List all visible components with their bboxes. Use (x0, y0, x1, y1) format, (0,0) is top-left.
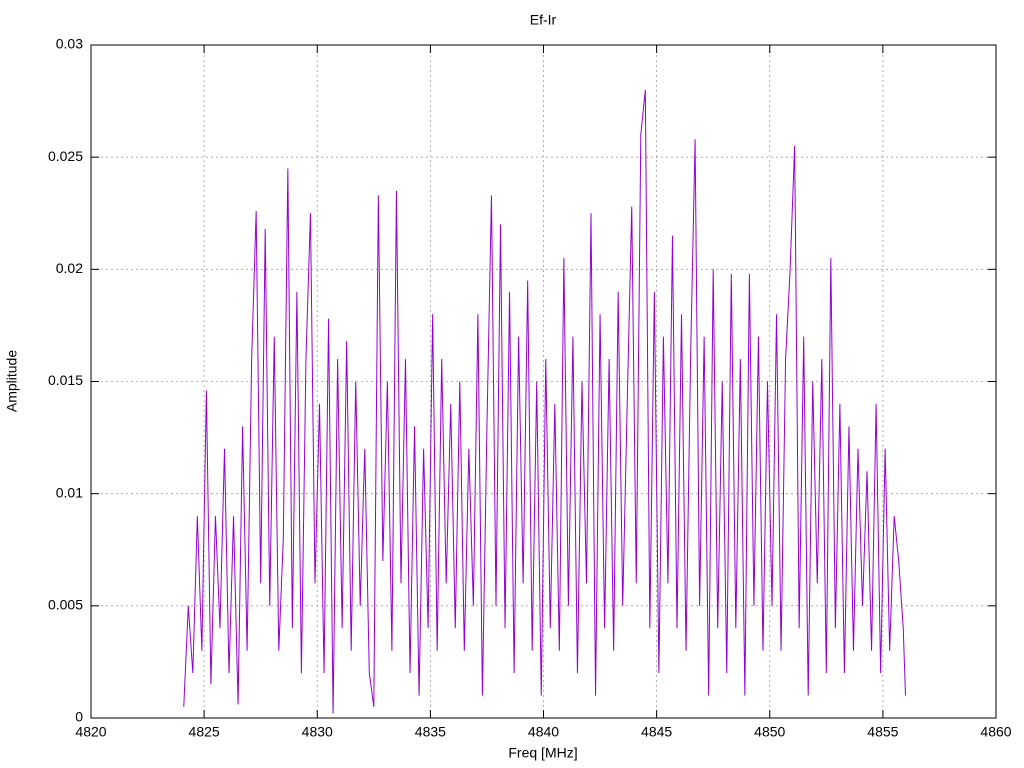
y-axis-label: Amplitude (4, 350, 20, 412)
y-tick-label: 0.02 (56, 260, 83, 276)
x-tick-label: 4835 (415, 724, 446, 740)
x-tick-label: 4830 (302, 724, 333, 740)
x-tick-label: 4860 (980, 724, 1011, 740)
x-tick-label: 4840 (528, 724, 559, 740)
data-line (183, 89, 906, 714)
x-tick-label: 4845 (641, 724, 672, 740)
y-tick-label: 0.005 (48, 597, 83, 613)
y-tick-label: 0.015 (48, 372, 83, 388)
y-tick-label: 0.01 (56, 484, 83, 500)
y-tick-label: 0 (75, 709, 83, 725)
x-tick-label: 4855 (867, 724, 898, 740)
y-tick-label: 0.03 (56, 36, 83, 52)
chart-title: Ef-Ir (530, 12, 557, 28)
y-tick-label: 0.025 (48, 148, 83, 164)
x-tick-label: 4825 (189, 724, 220, 740)
x-tick-label: 4850 (754, 724, 785, 740)
x-axis-label: Freq [MHz] (508, 745, 577, 761)
x-tick-label: 4820 (75, 724, 106, 740)
plot-frame (90, 44, 997, 719)
